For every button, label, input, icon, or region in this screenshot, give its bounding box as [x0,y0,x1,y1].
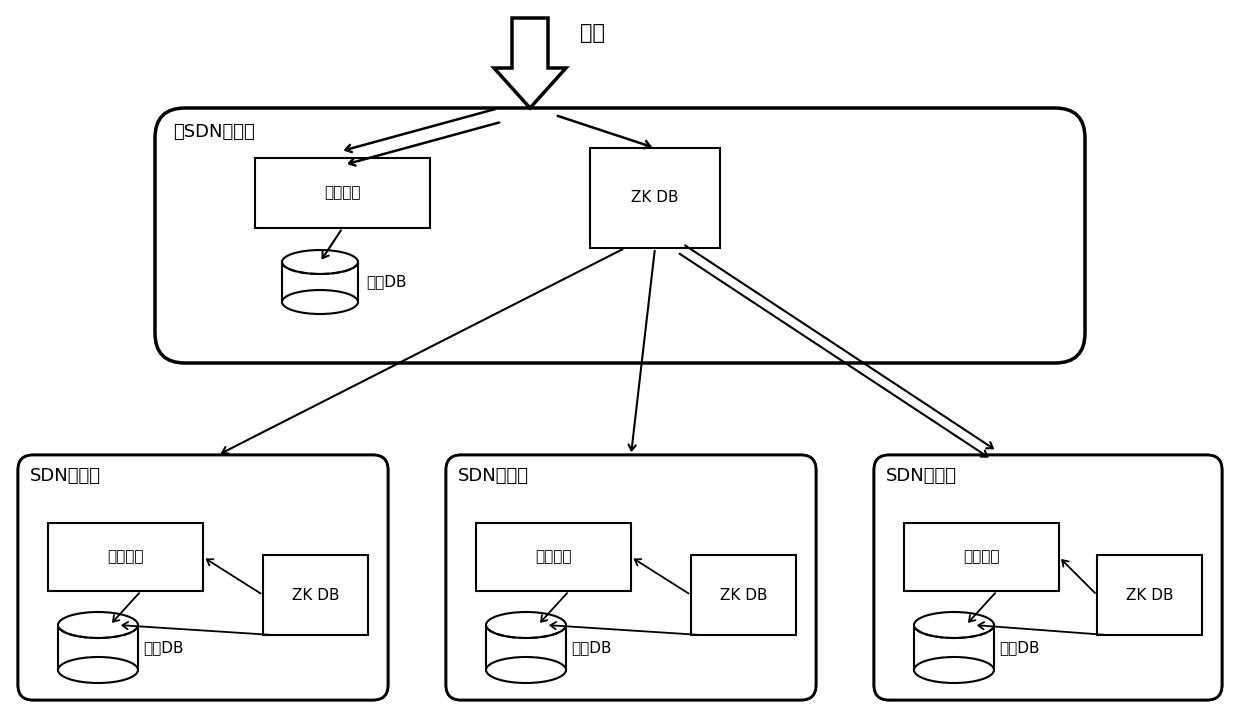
Bar [281,262,358,302]
Text: SDN控制器: SDN控制器 [30,467,100,485]
Text: 本地DB: 本地DB [143,640,184,655]
Text: 本地缓存: 本地缓存 [536,549,572,564]
Text: 本地DB: 本地DB [999,640,1039,655]
FancyBboxPatch shape [155,108,1085,363]
Bar [48,523,203,591]
Bar [263,555,368,635]
FancyBboxPatch shape [874,455,1221,700]
Ellipse shape [914,612,994,638]
Text: SDN控制器: SDN控制器 [458,467,529,485]
FancyBboxPatch shape [19,455,388,700]
Ellipse shape [486,612,565,638]
Text: 数据: 数据 [580,23,605,43]
Ellipse shape [58,612,138,638]
FancyBboxPatch shape [446,455,816,700]
Text: 本地缓存: 本地缓存 [107,549,144,564]
Bar [904,523,1059,591]
Bar [691,555,796,635]
Text: 本地缓存: 本地缓存 [324,186,361,201]
FancyBboxPatch shape [874,455,1221,700]
Text: SDN控制器: SDN控制器 [887,467,957,485]
Bar [1097,555,1202,635]
FancyBboxPatch shape [446,455,816,700]
Ellipse shape [914,657,994,683]
Text: ZK DB: ZK DB [291,587,340,603]
Bar [914,625,994,670]
FancyBboxPatch shape [19,455,388,700]
Ellipse shape [281,290,358,314]
Ellipse shape [486,657,565,683]
Text: ZK DB: ZK DB [631,191,678,206]
Ellipse shape [281,250,358,274]
Text: 本地缓存: 本地缓存 [963,549,999,564]
Text: 本地DB: 本地DB [366,275,407,290]
Bar [590,148,720,248]
Text: ZK DB: ZK DB [719,587,768,603]
Bar [255,158,430,228]
Text: ZK DB: ZK DB [1126,587,1173,603]
Text: 本地DB: 本地DB [570,640,611,655]
Bar [58,625,138,670]
Bar [476,523,631,591]
Polygon shape [494,18,565,108]
Ellipse shape [58,657,138,683]
Text: 主SDN控制器: 主SDN控制器 [174,123,254,141]
Bar [486,625,565,670]
